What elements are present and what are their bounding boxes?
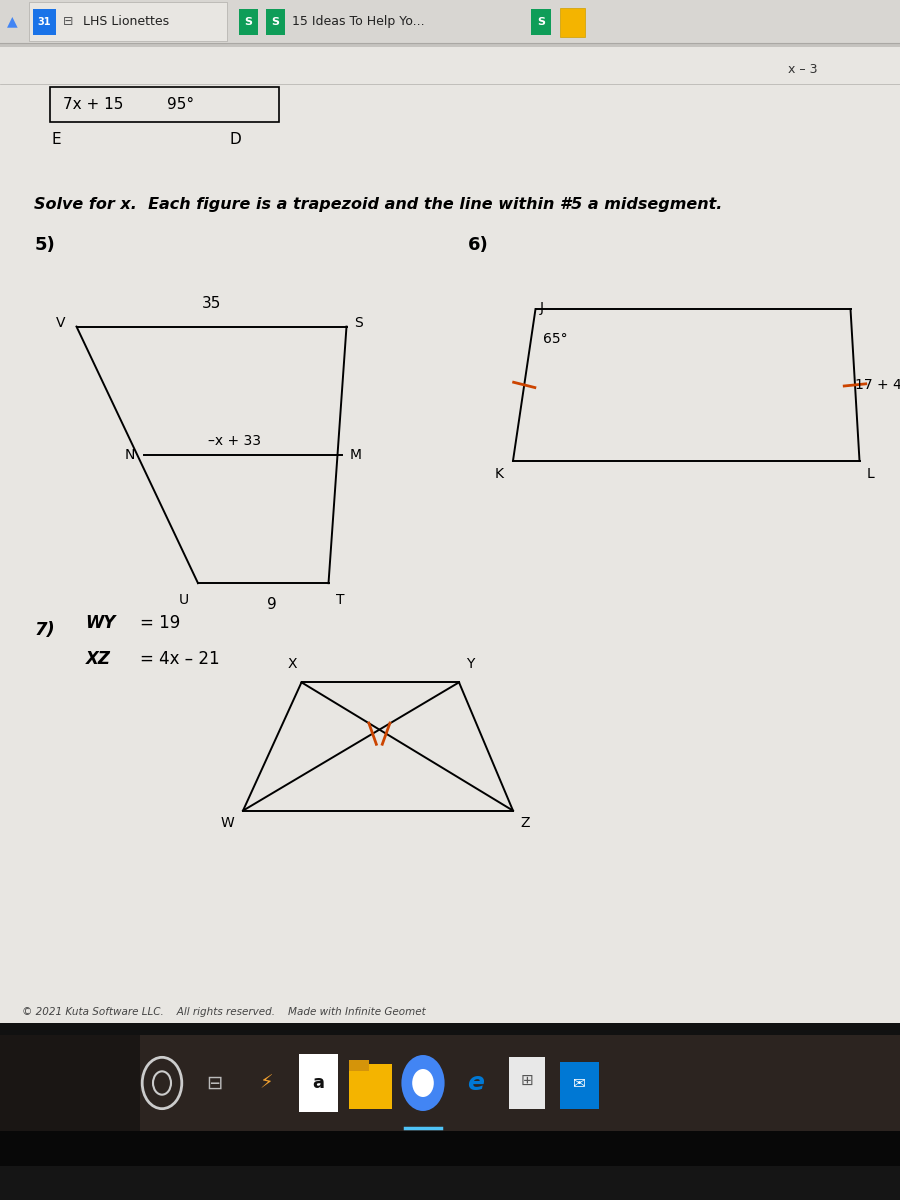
Bar xyxy=(509,1057,545,1109)
Circle shape xyxy=(401,1055,445,1111)
Text: 15 Ideas To Help Yo...: 15 Ideas To Help Yo... xyxy=(292,16,425,28)
Text: x – 3: x – 3 xyxy=(788,64,817,77)
Text: W: W xyxy=(220,816,234,830)
Text: ⊟: ⊟ xyxy=(63,16,74,28)
Text: Z: Z xyxy=(520,816,530,830)
Text: ⚡: ⚡ xyxy=(259,1074,274,1092)
Bar xyxy=(33,10,56,35)
Text: M: M xyxy=(349,448,361,462)
Text: 65°: 65° xyxy=(543,332,567,347)
Text: LHS Lionettes: LHS Lionettes xyxy=(83,16,169,28)
Text: ▲: ▲ xyxy=(7,14,18,29)
Text: Solve for x.  Each figure is a trapezoid and the line within #5 a midsegment.: Solve for x. Each figure is a trapezoid … xyxy=(34,197,723,211)
Text: 7): 7) xyxy=(34,620,55,638)
FancyBboxPatch shape xyxy=(349,1064,392,1109)
Text: 95°: 95° xyxy=(166,97,194,113)
Bar xyxy=(266,10,285,35)
Text: 35: 35 xyxy=(202,296,221,312)
Bar xyxy=(531,10,551,35)
Text: ⊞: ⊞ xyxy=(521,1073,534,1088)
Text: V: V xyxy=(56,316,66,330)
Text: 5): 5) xyxy=(34,236,55,254)
Text: X: X xyxy=(287,656,297,671)
Text: 17 + 4x: 17 + 4x xyxy=(855,378,900,392)
Bar xyxy=(560,1062,599,1109)
Text: L: L xyxy=(867,467,875,480)
Text: = 4x – 21: = 4x – 21 xyxy=(140,650,219,668)
Text: S: S xyxy=(537,17,544,26)
Bar xyxy=(349,1060,369,1072)
Text: D: D xyxy=(230,132,241,146)
Circle shape xyxy=(412,1069,434,1097)
Text: = 19: = 19 xyxy=(140,614,180,632)
Bar xyxy=(560,8,585,37)
Bar xyxy=(238,10,258,35)
Text: K: K xyxy=(495,467,504,480)
Bar xyxy=(0,47,900,1032)
Text: S: S xyxy=(354,316,363,330)
Text: S: S xyxy=(272,17,279,26)
Text: –x + 33: –x + 33 xyxy=(208,434,260,448)
Text: Y: Y xyxy=(466,656,474,671)
Text: 31: 31 xyxy=(38,17,51,26)
Text: ⊟: ⊟ xyxy=(206,1074,222,1092)
Text: XZ: XZ xyxy=(86,650,111,668)
Text: e: e xyxy=(467,1072,483,1096)
Text: a: a xyxy=(312,1074,325,1092)
Text: WY: WY xyxy=(86,614,116,632)
Bar xyxy=(299,1054,338,1112)
Text: J: J xyxy=(540,301,544,314)
Text: 9: 9 xyxy=(267,598,277,612)
Bar xyxy=(0,1034,900,1132)
Text: S: S xyxy=(245,17,252,26)
Text: 7x + 15: 7x + 15 xyxy=(63,97,123,113)
Text: ✉: ✉ xyxy=(573,1075,586,1091)
Bar xyxy=(29,2,227,41)
Text: T: T xyxy=(336,593,344,606)
Bar xyxy=(0,1034,140,1132)
Bar xyxy=(0,1132,900,1166)
Text: 6): 6) xyxy=(468,236,489,254)
Bar xyxy=(0,0,900,43)
Text: N: N xyxy=(124,448,135,462)
Text: © 2021 Kuta Software LLC.    All rights reserved.    Made with Infinite Geomet: © 2021 Kuta Software LLC. All rights res… xyxy=(22,1007,427,1018)
Text: E: E xyxy=(51,132,61,146)
Bar xyxy=(0,1022,900,1034)
Text: U: U xyxy=(179,593,189,606)
Bar xyxy=(50,88,279,122)
